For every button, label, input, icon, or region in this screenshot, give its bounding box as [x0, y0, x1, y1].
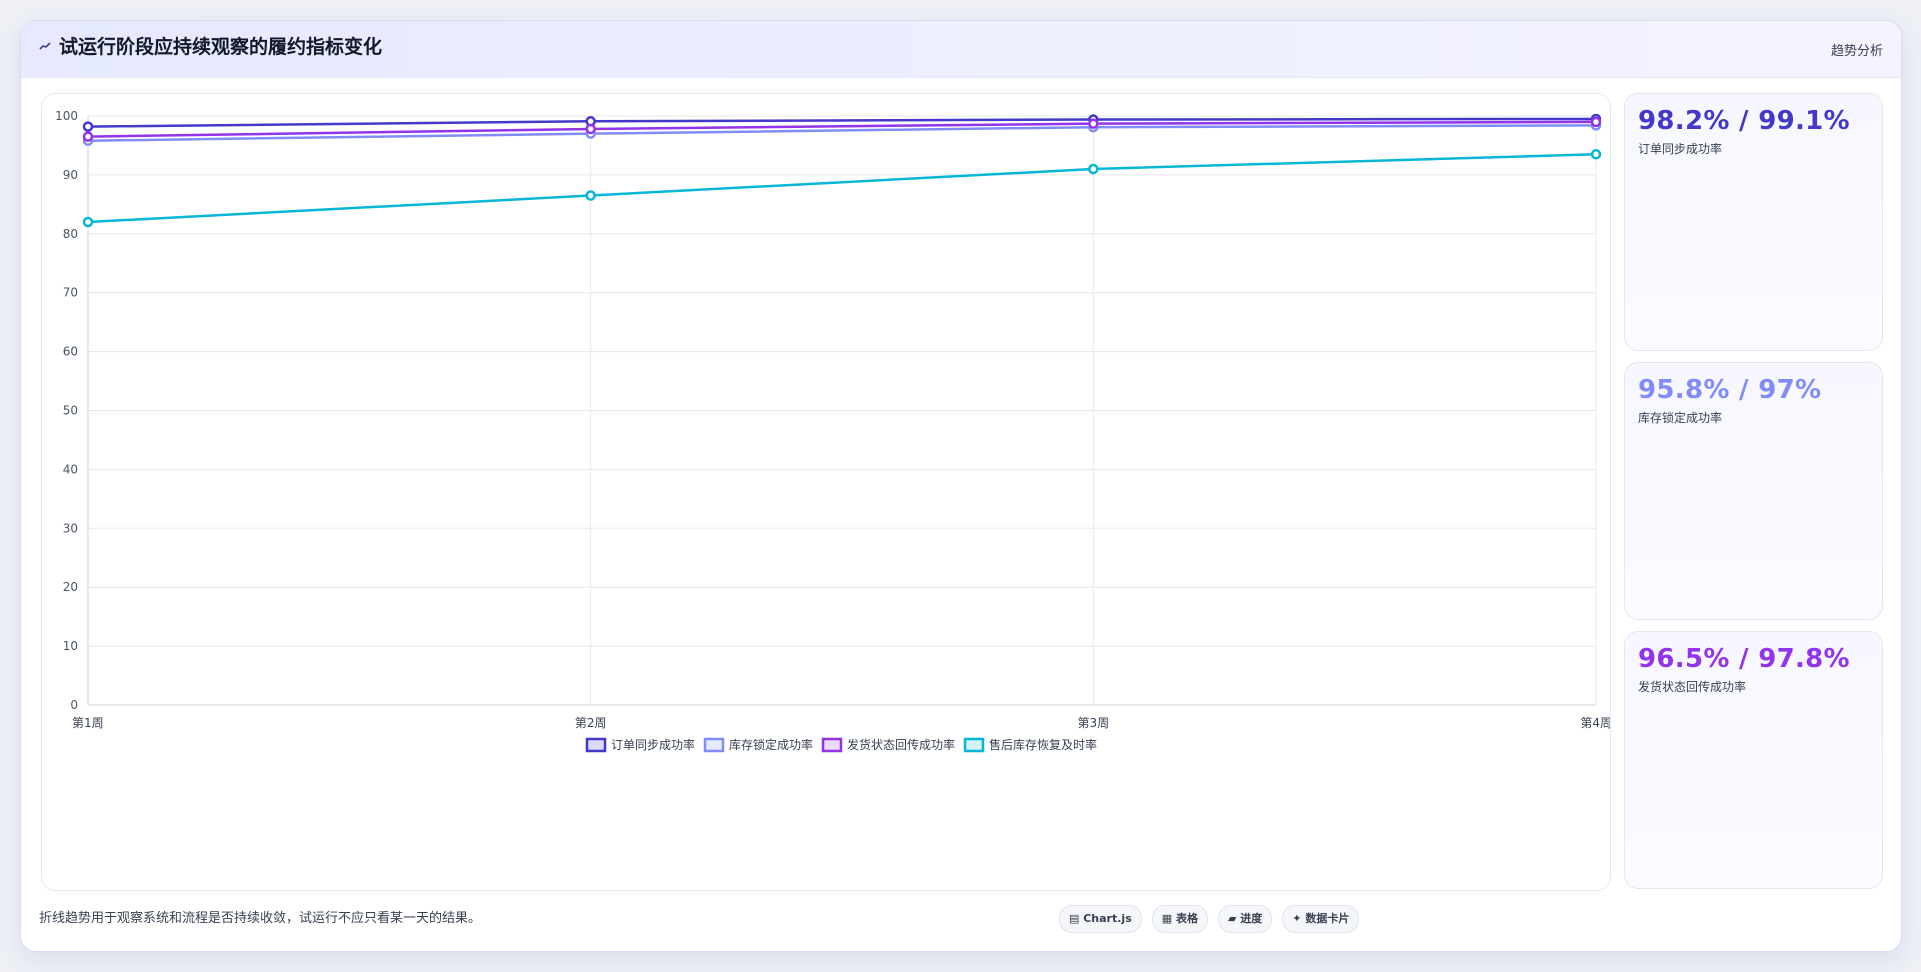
y-tick-label: 70 [63, 286, 78, 300]
pill-progress[interactable]: ▰ 进度 [1217, 905, 1273, 933]
table-icon: ▦ [1161, 912, 1176, 925]
footnote: 折线趋势用于观察系统和流程是否持续收敛，试运行不应只看某一天的结果。 [39, 911, 482, 926]
legend-swatch [821, 737, 843, 753]
pill-label: 表格 [1175, 912, 1198, 925]
x-tick-label: 第2周 [575, 716, 607, 730]
dashboard-card: 试运行阶段应持续观察的履约指标变化 趋势分析 0 10 20 30 40 50 60 70 80… [20, 20, 1902, 952]
y-tick-label: 100 [55, 109, 78, 123]
legend-swatch [585, 737, 607, 753]
metric-label: 库存锁定成功率 [1638, 411, 1723, 425]
y-tick-label: 20 [63, 580, 78, 594]
y-tick-label: 60 [63, 345, 78, 359]
data-point [585, 190, 596, 201]
pill-label: 进度 [1240, 912, 1263, 925]
data-point [585, 123, 596, 135]
y-tick-label: 80 [63, 227, 78, 241]
y-tick-label: 30 [63, 521, 78, 535]
pill-table[interactable]: ▦ 表格 [1151, 905, 1208, 933]
data-point [1088, 163, 1099, 175]
series-line [87, 153, 1597, 224]
chart-icon: ▤ [1069, 912, 1084, 925]
legend-label: 库存锁定成功率 [729, 737, 813, 752]
line-chart: 0 10 20 30 40 50 60 70 80 90 100 第1周 第2周 第3周 第4周订单同步成功… [55, 109, 1612, 753]
data-point [1590, 149, 1602, 160]
page-title: 试运行阶段应持续观察的履约指标变化 [59, 36, 383, 58]
chart-panel: 0 10 20 30 40 50 60 70 80 90 100 第1周 第2周 第3周 第4周订单同步成功… [41, 93, 1612, 891]
x-tick-label: 第1周 [72, 716, 104, 730]
x-tick-label: 第3周 [1078, 716, 1110, 730]
tech-pills: ▤ Chart.js ▦ 表格 ▰ 进度 ✦ 数据卡片 [1059, 905, 1369, 933]
metric-card-shipping-status: 96.5% / 97.8% 发货状态回传成功率 [1624, 631, 1883, 889]
metric-label: 发货状态回传成功率 [1638, 680, 1747, 694]
metric-label: 订单同步成功率 [1638, 142, 1723, 156]
legend-label: 售后库存恢复及时率 [989, 737, 1097, 752]
pill-data-card[interactable]: ✦ 数据卡片 [1282, 905, 1360, 933]
data-point [1590, 116, 1602, 128]
progress-icon: ▰ [1227, 912, 1241, 925]
y-tick-label: 0 [70, 698, 78, 712]
data-point [82, 131, 94, 142]
data-point [82, 216, 94, 228]
series-line [87, 120, 1597, 138]
data-point [1088, 118, 1099, 129]
metric-card-order-sync: 98.2% / 99.1% 订单同步成功率 [1624, 93, 1883, 351]
card-header: 试运行阶段应持续观察的履约指标变化 趋势分析 [21, 21, 1901, 78]
legend-swatch [963, 737, 985, 753]
legend-label: 订单同步成功率 [611, 737, 695, 752]
y-tick-label: 40 [63, 462, 78, 476]
trend-analysis-tag: 趋势分析 [1830, 44, 1883, 59]
pill-label: 数据卡片 [1305, 912, 1350, 925]
y-tick-label: 90 [63, 168, 78, 182]
metric-card-stock-lock: 95.8% / 97% 库存锁定成功率 [1624, 362, 1883, 620]
x-tick-label: 第4周 [1580, 716, 1610, 730]
metric-value: 98.2% / 99.1% [1638, 106, 1850, 136]
legend-swatch [703, 737, 725, 753]
pill-label: Chart.js [1083, 912, 1132, 925]
chart-line-icon [39, 37, 51, 57]
pill-chartjs[interactable]: ▤ Chart.js [1059, 905, 1142, 933]
series-line [87, 124, 1597, 142]
title-group: 试运行阶段应持续观察的履约指标变化 [39, 36, 382, 58]
card-icon: ✦ [1292, 912, 1306, 925]
data-point [82, 121, 94, 132]
legend-label: 发货状态回传成功率 [847, 737, 955, 752]
y-tick-label: 50 [63, 404, 78, 418]
series-line [87, 117, 1597, 128]
y-tick-label: 10 [63, 639, 78, 653]
metric-value: 96.5% / 97.8% [1638, 644, 1850, 674]
metric-value: 95.8% / 97% [1638, 375, 1822, 405]
